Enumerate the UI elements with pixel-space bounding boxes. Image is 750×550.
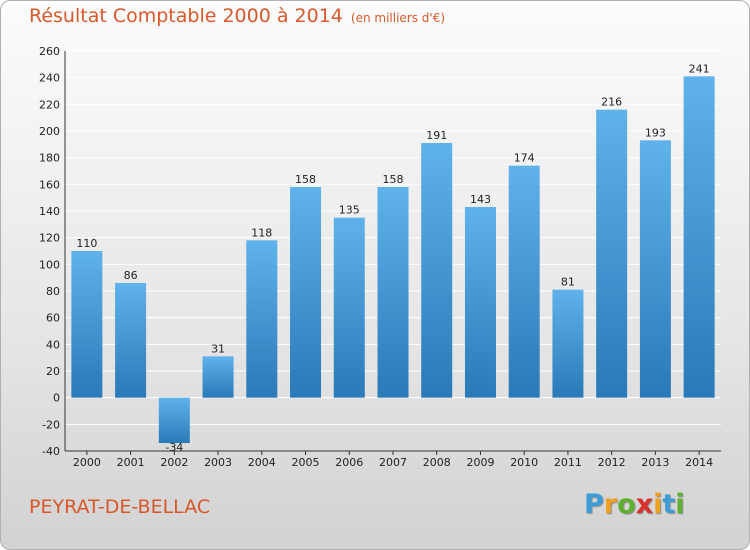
bar [596,109,628,398]
bar [158,397,190,443]
y-tick-label: 20 [46,365,60,378]
x-tick-label: 2010 [510,456,538,469]
logo-letter: P [584,489,604,520]
x-tick-label: 2004 [248,456,276,469]
x-tick-label: 2000 [73,456,101,469]
bar [290,187,322,398]
x-tick-label: 2013 [641,456,669,469]
logo-letter: r [603,489,618,520]
y-tick-label: 200 [39,125,60,138]
data-label: 193 [645,126,666,139]
data-label: 110 [76,237,97,250]
x-tick-label: 2007 [379,456,407,469]
data-label: 174 [514,152,535,165]
x-tick-label: 2005 [292,456,320,469]
data-label: 135 [339,204,360,217]
bar [333,217,365,398]
place-name: PEYRAT-DE-BELLAC [29,496,211,518]
y-tick-label: 40 [46,338,60,351]
logo-letter: t [662,489,676,520]
bar [552,289,584,398]
data-label: 143 [470,193,491,206]
chart-title-text: Résultat Comptable 2000 à 2014 [29,5,343,27]
x-tick-label: 2011 [554,456,582,469]
data-label: 118 [251,226,272,239]
bars [71,76,715,443]
y-tick-label: 100 [39,258,60,271]
proxiti-logo: Proxiti [584,489,685,520]
data-label: 191 [426,129,447,142]
y-tick-label: 260 [39,45,60,58]
x-tick-label: 2009 [466,456,494,469]
y-tick-label: 220 [39,98,60,111]
logo-letter: i [675,489,685,520]
chart-subtitle: (en milliers d'€) [350,11,446,25]
y-tick-labels: 260240220200180160140120100806040200-20-… [39,45,60,458]
y-tick-label: -20 [42,418,60,431]
x-tick-label: 2006 [335,456,363,469]
bar [683,76,715,398]
bar [246,240,278,398]
data-label: 86 [124,269,138,282]
logo-letter: i [653,489,663,520]
data-label: 31 [211,342,225,355]
y-tick-label: 60 [46,312,60,325]
y-tick-label: 0 [53,392,60,405]
x-tick-label: 2001 [117,456,145,469]
y-tick-label: 140 [39,205,60,218]
y-tick-label: 160 [39,178,60,191]
bar [202,356,234,398]
x-tick-label: 2014 [685,456,713,469]
data-label: 216 [601,96,622,109]
x-tick-label: 2008 [423,456,451,469]
bar [464,207,496,398]
x-tick-label: 2002 [160,456,188,469]
bar [71,251,103,398]
bar [508,165,540,398]
data-label: 158 [383,173,404,186]
chart-title: Résultat Comptable 2000 à 2014 (en millie… [29,5,445,27]
bar [639,140,671,398]
y-tick-label: 120 [39,232,60,245]
data-labels: 110 86 -34 31 118 158 135 158 191 143 174 81 216 193 2… [76,62,709,454]
x-tick-label: 2003 [204,456,232,469]
data-label: 241 [689,62,710,75]
y-tick-label: -40 [42,445,60,458]
bar [115,283,147,398]
logo-letter: o [617,489,636,520]
x-tick-label: 2012 [598,456,626,469]
bar [377,187,409,398]
y-tick-label: 240 [39,72,60,85]
x-tick-labels: 2000 2001 2002 2003 2004 2005 2006 2007 2008 2009… [73,451,713,469]
bar [421,143,453,398]
data-label: 81 [561,276,575,289]
y-tick-label: 80 [46,285,60,298]
logo-letter: x [635,489,654,520]
y-tick-label: 180 [39,152,60,165]
data-label: -34 [165,441,183,454]
data-label: 158 [295,173,316,186]
